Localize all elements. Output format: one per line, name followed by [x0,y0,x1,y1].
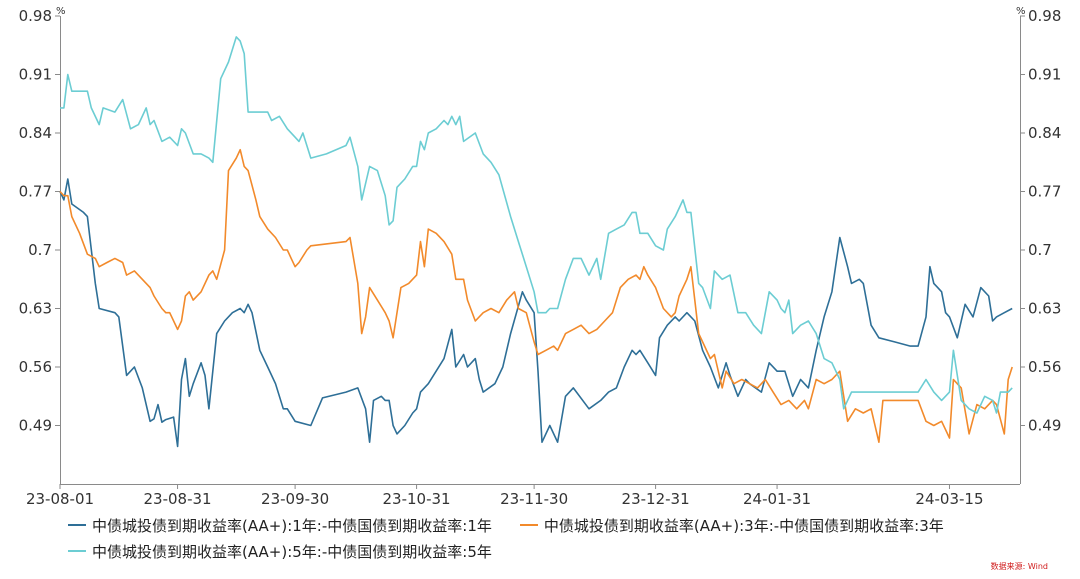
data-source-note: 数据来源: Wind [990,562,1048,571]
x-tick-label: 23-10-31 [383,490,451,508]
y-tick-label-left: 0.98 [19,7,52,25]
series-line-3 [60,36,1013,414]
legend-item-series-3: 中债城投债到期收益率(AA+):5年:-中债国债到期收益率:5年 [68,541,492,562]
x-tick-label: 23-08-01 [26,490,94,508]
right-axis-unit: % [1016,6,1026,17]
x-tick-label: 23-12-31 [622,490,690,508]
legend-swatch-2 [519,524,538,526]
legend-label-2: 中债城投债到期收益率(AA+):3年:-中债国债到期收益率:3年 [543,516,944,535]
legend-item-series-1: 中债城投债到期收益率(AA+):1年:-中债国债到期收益率:1年 [68,515,492,536]
left-axis-unit: % [56,6,66,17]
y-tick-label-left: 0.84 [19,124,52,142]
y-tick-label-right: 0.56 [1028,358,1061,376]
series-line-1 [59,178,1013,448]
x-tick-label: 23-08-31 [144,490,212,508]
legend-label-1: 中债城投债到期收益率(AA+):1年:-中债国债到期收益率:1年 [92,516,492,535]
legend-row-2: 中债城投债到期收益率(AA+):5年:-中债国债到期收益率:5年 [68,538,1068,564]
y-tick-label-left: 0.77 [19,183,52,201]
y-tick-label-right: 0.91 [1028,66,1061,84]
x-tick-label: 24-03-15 [915,490,983,508]
legend-swatch-3 [68,550,86,552]
series-line-2 [59,148,1013,444]
y-tick-label-right: 0.49 [1028,417,1061,435]
y-tick-label-right: 0.63 [1028,300,1061,318]
y-tick-label-right: 0.84 [1028,124,1061,142]
x-tick-label: 23-11-30 [500,490,568,508]
legend-label-3: 中债城投债到期收益率(AA+):5年:-中债国债到期收益率:5年 [92,542,492,561]
y-tick-label-right: 0.77 [1028,183,1061,201]
x-tick-label: 24-01-31 [743,490,811,508]
legend: 中债城投债到期收益率(AA+):1年:-中债国债到期收益率:1年 中债城投债到期… [68,512,1068,564]
y-tick-label-left: 0.49 [19,417,52,435]
y-tick-label-left: 0.56 [19,358,52,376]
legend-item-series-2: 中债城投债到期收益率(AA+):3年:-中债国债到期收益率:3年 [519,515,944,536]
y-tick-label-left: 0.7 [28,241,52,259]
y-tick-label-right: 0.98 [1028,7,1061,25]
y-tick-label-right: 0.7 [1028,241,1052,259]
legend-row-1: 中债城投债到期收益率(AA+):1年:-中债国债到期收益率:1年 中债城投债到期… [68,512,1068,538]
y-tick-label-left: 0.91 [19,66,52,84]
y-tick-label-left: 0.63 [19,300,52,318]
legend-swatch-1 [68,524,86,526]
x-tick-label: 23-09-30 [261,490,329,508]
